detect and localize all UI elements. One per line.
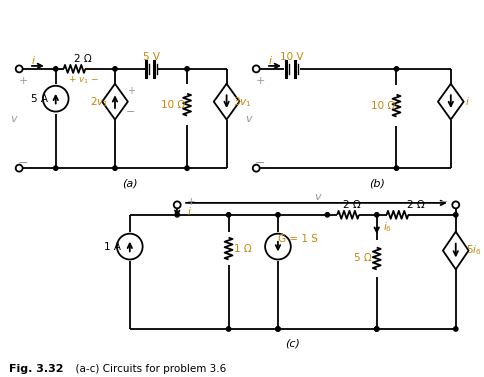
- Text: $i_6$: $i_6$: [383, 220, 392, 234]
- Circle shape: [454, 327, 458, 331]
- Circle shape: [227, 327, 231, 331]
- Text: 5 A: 5 A: [31, 93, 48, 104]
- Circle shape: [276, 213, 280, 217]
- Text: 2 Ω: 2 Ω: [75, 54, 92, 64]
- Circle shape: [185, 67, 189, 71]
- Circle shape: [253, 165, 260, 172]
- Text: G = 1 S: G = 1 S: [278, 234, 318, 244]
- Text: $3v_1$: $3v_1$: [233, 95, 252, 109]
- Text: $2v_1$: $2v_1$: [90, 95, 108, 109]
- Text: +: +: [18, 76, 28, 86]
- Text: $5i_6$: $5i_6$: [466, 244, 481, 257]
- Text: +: +: [127, 86, 135, 96]
- Text: 10 Ω: 10 Ω: [161, 100, 185, 110]
- Text: (a): (a): [122, 178, 137, 188]
- Text: +: +: [256, 76, 265, 86]
- Circle shape: [452, 201, 459, 208]
- Text: 10 Ω: 10 Ω: [371, 101, 395, 110]
- Circle shape: [227, 213, 231, 217]
- Circle shape: [185, 166, 189, 170]
- Text: i: i: [31, 56, 34, 66]
- Circle shape: [54, 67, 58, 71]
- Circle shape: [325, 213, 330, 217]
- Text: 2 Ω: 2 Ω: [343, 200, 361, 210]
- Circle shape: [375, 213, 379, 217]
- Text: 1 Ω: 1 Ω: [233, 244, 251, 254]
- Text: −: −: [439, 197, 449, 207]
- Text: (c): (c): [286, 339, 300, 349]
- Circle shape: [276, 327, 280, 331]
- Text: + $v_1$ −: + $v_1$ −: [68, 74, 99, 86]
- Text: 10 V: 10 V: [280, 52, 303, 62]
- Circle shape: [253, 66, 260, 72]
- Text: Fig. 3.32: Fig. 3.32: [9, 364, 64, 374]
- Circle shape: [454, 213, 458, 217]
- Text: v: v: [314, 192, 321, 202]
- Text: −: −: [126, 107, 136, 116]
- Text: 5 Ω: 5 Ω: [354, 253, 372, 264]
- Text: −: −: [255, 157, 265, 170]
- Text: i: i: [269, 56, 272, 66]
- Circle shape: [375, 327, 379, 331]
- Text: 2 Ω: 2 Ω: [408, 200, 425, 210]
- Circle shape: [15, 66, 23, 72]
- Circle shape: [175, 213, 180, 217]
- Circle shape: [113, 67, 117, 71]
- Text: (a-c) Circuits for problem 3.6: (a-c) Circuits for problem 3.6: [69, 364, 226, 374]
- Circle shape: [375, 327, 379, 331]
- Circle shape: [174, 201, 181, 208]
- Circle shape: [394, 67, 399, 71]
- Text: v: v: [245, 113, 252, 124]
- Circle shape: [113, 166, 117, 170]
- Text: 1 A: 1 A: [104, 242, 121, 251]
- Text: (b): (b): [369, 178, 385, 188]
- Text: 5 V: 5 V: [143, 52, 160, 62]
- Circle shape: [394, 166, 399, 170]
- Text: i: i: [465, 97, 468, 107]
- Text: −: −: [18, 157, 29, 170]
- Text: i: i: [187, 207, 191, 217]
- Circle shape: [15, 165, 23, 172]
- Text: +: +: [187, 197, 196, 207]
- Circle shape: [54, 166, 58, 170]
- Circle shape: [276, 327, 280, 331]
- Text: v: v: [10, 113, 16, 124]
